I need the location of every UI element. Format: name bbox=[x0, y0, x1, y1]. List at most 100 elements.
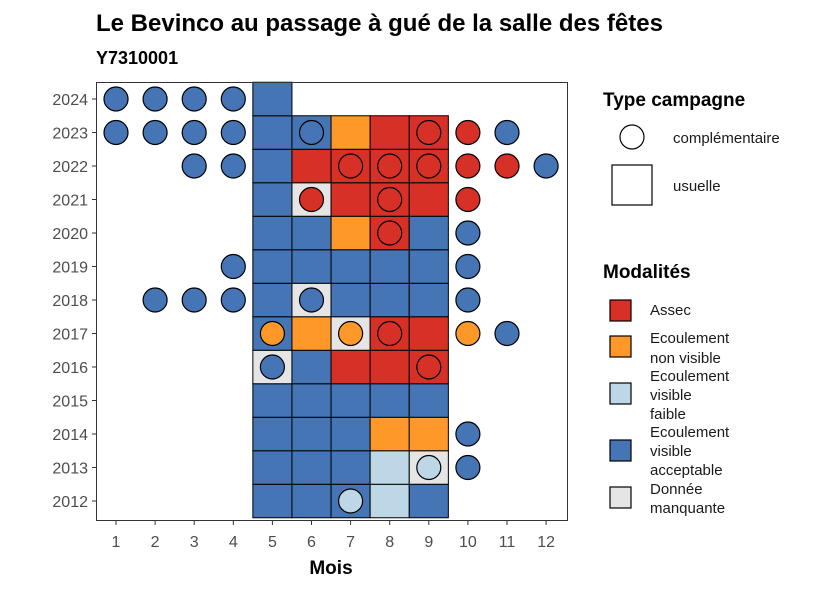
point-2017-7 bbox=[338, 320, 364, 347]
point-2023-3 bbox=[181, 119, 207, 146]
tile-2019-7 bbox=[330, 249, 371, 284]
point-2021-10 bbox=[455, 186, 481, 213]
y-tick-label-2021: 2021 bbox=[52, 193, 88, 210]
tile-2019-8 bbox=[369, 249, 410, 284]
point-2021-6 bbox=[298, 186, 325, 213]
point-2022-10 bbox=[455, 153, 481, 179]
legend-campaign-label-complementaire: complémentaire bbox=[673, 130, 780, 147]
tile-2013-7 bbox=[330, 450, 371, 485]
point-2024-2 bbox=[142, 86, 168, 112]
tile-2015-9 bbox=[408, 383, 449, 418]
point-2016-5 bbox=[259, 354, 285, 380]
y-tick-label-2015: 2015 bbox=[52, 394, 88, 411]
legend-campaign-swatch-usuelle bbox=[611, 164, 653, 206]
tile-2023-8 bbox=[369, 115, 410, 150]
x-tick-label-5: 5 bbox=[268, 534, 277, 551]
y-tick-label-2024: 2024 bbox=[52, 92, 88, 109]
point-2023-10 bbox=[455, 119, 481, 146]
y-tick-label-2018: 2018 bbox=[52, 293, 88, 310]
point-2017-5 bbox=[259, 320, 285, 347]
point-2022-3 bbox=[181, 153, 207, 179]
tile-2022-6 bbox=[291, 148, 332, 184]
tile-2019-6 bbox=[291, 249, 332, 284]
tile-2017-6 bbox=[291, 316, 332, 351]
point-2024-3 bbox=[181, 86, 207, 112]
tile-2021-9 bbox=[408, 182, 449, 217]
tile-2015-6 bbox=[291, 383, 332, 418]
legend-label-manq: Donnée manquante bbox=[650, 481, 725, 517]
point-2023-1 bbox=[103, 119, 129, 146]
point-2020-8 bbox=[377, 220, 403, 246]
x-tick-label-7: 7 bbox=[346, 534, 355, 551]
y-tick-label-2017: 2017 bbox=[52, 327, 88, 344]
point-2021-8 bbox=[377, 186, 403, 213]
tile-2012-8 bbox=[369, 483, 410, 519]
point-2022-11 bbox=[494, 153, 520, 179]
point-2018-3 bbox=[181, 287, 207, 313]
tile-2015-5 bbox=[252, 383, 293, 418]
tile-2020-5 bbox=[252, 215, 293, 251]
tile-2020-6 bbox=[291, 215, 332, 251]
tile-2018-5 bbox=[252, 282, 293, 318]
legend-label-assec: Assec bbox=[650, 302, 691, 319]
point-2018-6 bbox=[298, 287, 325, 313]
legend-campaign: Type campagne complémentaire usuelle bbox=[603, 90, 780, 206]
tile-2019-9 bbox=[408, 249, 449, 284]
tile-2014-6 bbox=[291, 416, 332, 452]
point-2023-11 bbox=[494, 119, 520, 146]
tile-2013-8 bbox=[369, 450, 410, 485]
x-tick-label-10: 10 bbox=[459, 534, 477, 551]
tile-2021-5 bbox=[252, 182, 293, 217]
chart-subtitle: Y7310001 bbox=[96, 48, 178, 68]
point-2022-7 bbox=[338, 153, 364, 179]
point-2017-8 bbox=[377, 320, 403, 347]
tile-2024-5 bbox=[252, 81, 293, 117]
plot-border bbox=[96, 82, 568, 521]
tile-2018-7 bbox=[330, 282, 371, 318]
y-tick-label-2012: 2012 bbox=[52, 494, 88, 511]
legend-swatch-manq bbox=[609, 486, 632, 509]
point-2022-4 bbox=[220, 153, 246, 179]
tile-2015-8 bbox=[369, 383, 410, 418]
y-tick-label-2016: 2016 bbox=[52, 360, 88, 377]
point-2013-10 bbox=[455, 454, 481, 481]
y-tick-label-2022: 2022 bbox=[52, 159, 88, 176]
legend-swatch-accept bbox=[609, 439, 632, 462]
point-2017-11 bbox=[494, 320, 520, 347]
tile-2016-6 bbox=[291, 349, 332, 385]
legend-swatch-assec bbox=[609, 299, 632, 322]
tile-2023-7 bbox=[330, 115, 371, 150]
point-2018-10 bbox=[455, 287, 481, 313]
x-tick-label-8: 8 bbox=[385, 534, 394, 551]
complementaire-points bbox=[103, 86, 559, 514]
y-tick-label-2013: 2013 bbox=[52, 461, 88, 478]
x-tick-label-12: 12 bbox=[537, 534, 555, 551]
tile-2016-8 bbox=[369, 349, 410, 385]
point-2017-10 bbox=[455, 320, 481, 347]
tile-2018-9 bbox=[408, 282, 449, 318]
usuelle-tiles bbox=[252, 81, 449, 519]
x-tick-label-11: 11 bbox=[499, 534, 516, 551]
point-2023-6 bbox=[298, 119, 325, 146]
tile-2019-5 bbox=[252, 249, 293, 284]
y-axis: 2012 2013 2014 2015 2016 2017 2018 2019 2020 2021… bbox=[52, 92, 97, 511]
x-tick-label-9: 9 bbox=[424, 534, 433, 551]
legend-modalities-title: Modalités bbox=[603, 262, 691, 283]
tile-2017-9 bbox=[408, 316, 449, 351]
x-tick-label-3: 3 bbox=[190, 534, 199, 551]
legend-label-faible: Ecoulement visible faible bbox=[650, 368, 730, 423]
point-2022-9 bbox=[416, 153, 442, 179]
tile-2013-5 bbox=[252, 450, 293, 485]
legend-campaign-title: Type campagne bbox=[603, 90, 745, 111]
point-2022-12 bbox=[533, 153, 559, 179]
point-2023-9 bbox=[416, 119, 442, 146]
y-tick-label-2023: 2023 bbox=[52, 126, 88, 143]
point-2022-8 bbox=[377, 153, 403, 179]
point-2023-4 bbox=[220, 119, 246, 146]
tile-2012-6 bbox=[291, 483, 332, 519]
legend-campaign-swatch-complementaire bbox=[619, 124, 645, 150]
x-tick-label-6: 6 bbox=[307, 534, 316, 551]
point-2016-9 bbox=[416, 354, 442, 380]
point-2024-1 bbox=[103, 86, 129, 112]
